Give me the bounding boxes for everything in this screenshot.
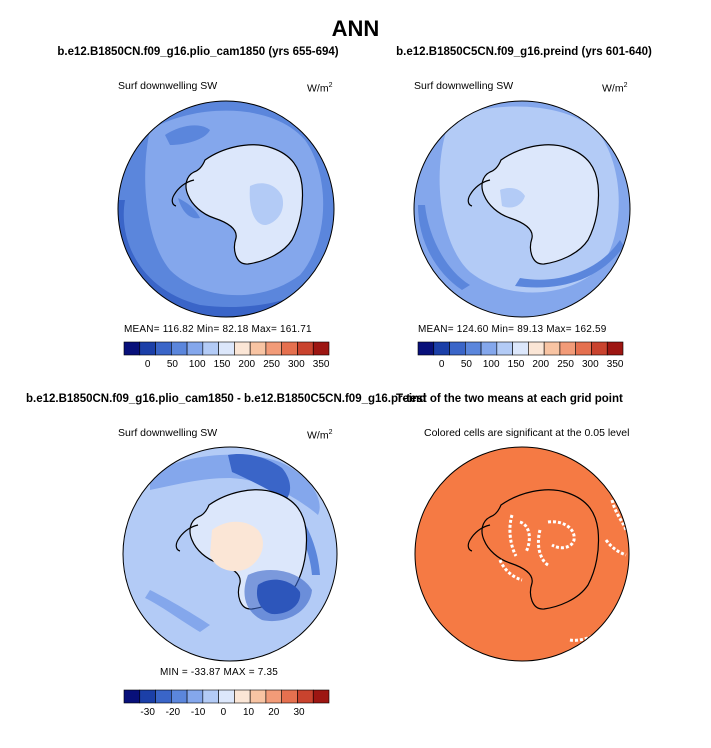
panel1-colorbar-tick-4: 200 bbox=[238, 359, 255, 370]
panel3-lower-left-patch bbox=[145, 590, 210, 632]
panel2-colorbar-tick-1: 50 bbox=[461, 359, 473, 370]
panel1-variable-label: Surf downwelling SW bbox=[118, 80, 218, 92]
panel2-title: b.e12.B1850C5CN.f09_g16.preind (yrs 601-… bbox=[396, 46, 652, 58]
panel1-colorbar-tick-7: 350 bbox=[313, 359, 330, 370]
panel2-peninsula bbox=[467, 179, 491, 207]
panel3-colorbar-tick-2: -10 bbox=[191, 707, 206, 718]
panel3-dark-top bbox=[228, 454, 291, 500]
panel3-map-border bbox=[122, 446, 338, 662]
panel3-variable-label: Surf downwelling SW bbox=[118, 427, 218, 439]
panel3-negative-ring bbox=[244, 570, 312, 622]
panel4-peninsula bbox=[467, 524, 491, 552]
panel2-colorbar-tick-0: 0 bbox=[439, 359, 445, 370]
panel3-colorbar-swatch-12 bbox=[312, 689, 330, 704]
panel1-title: b.e12.B1850CN.f09_g16.plio_cam1850 (yrs … bbox=[57, 46, 339, 58]
panel1-colorbar-tick-1: 50 bbox=[167, 359, 179, 370]
panel3-title: b.e12.B1850CN.f09_g16.plio_cam1850 - b.e… bbox=[26, 393, 427, 405]
panel1-stats: MEAN= 116.82 Min= 82.18 Max= 161.71 bbox=[124, 324, 312, 335]
panel2-colorbar-tick-4: 200 bbox=[532, 359, 549, 370]
panel1-units-label: W/m2 bbox=[307, 82, 333, 95]
figure-title: ANN bbox=[331, 16, 380, 41]
panel2-low-band bbox=[418, 205, 470, 290]
panel2-map-border bbox=[413, 100, 631, 318]
panel3-colorbar-tick-0: -30 bbox=[140, 707, 155, 718]
panel2-colorbar-swatch-12 bbox=[606, 341, 624, 356]
panel3-colorbar-tick-6: 30 bbox=[293, 707, 305, 718]
panel2-colorbar-tick-6: 300 bbox=[582, 359, 599, 370]
panel3-positive-anomaly bbox=[210, 521, 263, 572]
panel2-ice-shelf bbox=[500, 188, 525, 208]
panel1-colorbar-tick-3: 150 bbox=[214, 359, 231, 370]
panel2-stats: MEAN= 124.60 Min= 89.13 Max= 162.59 bbox=[418, 324, 607, 335]
panel2-colorbar-tick-3: 150 bbox=[508, 359, 525, 370]
panel3-colorbar-tick-3: 0 bbox=[221, 707, 227, 718]
panel1-peninsula bbox=[171, 179, 195, 207]
panel3-colorbar-tick-5: 20 bbox=[268, 707, 280, 718]
panel1-ice-shelf bbox=[249, 183, 284, 226]
panel3-stats: MIN = -33.87 MAX = 7.35 bbox=[160, 667, 278, 678]
panel2-colorbar-tick-5: 250 bbox=[557, 359, 574, 370]
panel4-nonsignificant-cells bbox=[498, 499, 628, 642]
panel1-blue-strip bbox=[178, 198, 200, 219]
panel4-map-border bbox=[414, 446, 630, 662]
panel1-colorbar-tick-6: 300 bbox=[288, 359, 305, 370]
panel4-note: Colored cells are significant at the 0.0… bbox=[424, 427, 630, 439]
panel2-units-label: W/m2 bbox=[602, 82, 628, 95]
panel2-lower-arc bbox=[515, 240, 624, 288]
panel1-upper-patch bbox=[165, 125, 210, 145]
panel3-peninsula bbox=[175, 524, 199, 552]
panel3-units-label: W/m2 bbox=[307, 429, 333, 442]
panel2-colorbar-tick-7: 350 bbox=[607, 359, 624, 370]
panel2-colorbar-tick-2: 100 bbox=[483, 359, 500, 370]
panel1-colorbar-tick-5: 250 bbox=[263, 359, 280, 370]
panel1-map-border bbox=[117, 100, 335, 318]
panel2-variable-label: Surf downwelling SW bbox=[414, 80, 514, 92]
panel4-title: T-test of the two means at each grid poi… bbox=[396, 393, 623, 405]
panel3-colorbar-tick-1: -20 bbox=[166, 707, 181, 718]
panel1-colorbar-tick-0: 0 bbox=[145, 359, 151, 370]
panel3-colorbar-tick-4: 10 bbox=[243, 707, 255, 718]
panel1-colorbar-swatch-12 bbox=[312, 341, 330, 356]
panel1-colorbar-tick-2: 100 bbox=[189, 359, 206, 370]
